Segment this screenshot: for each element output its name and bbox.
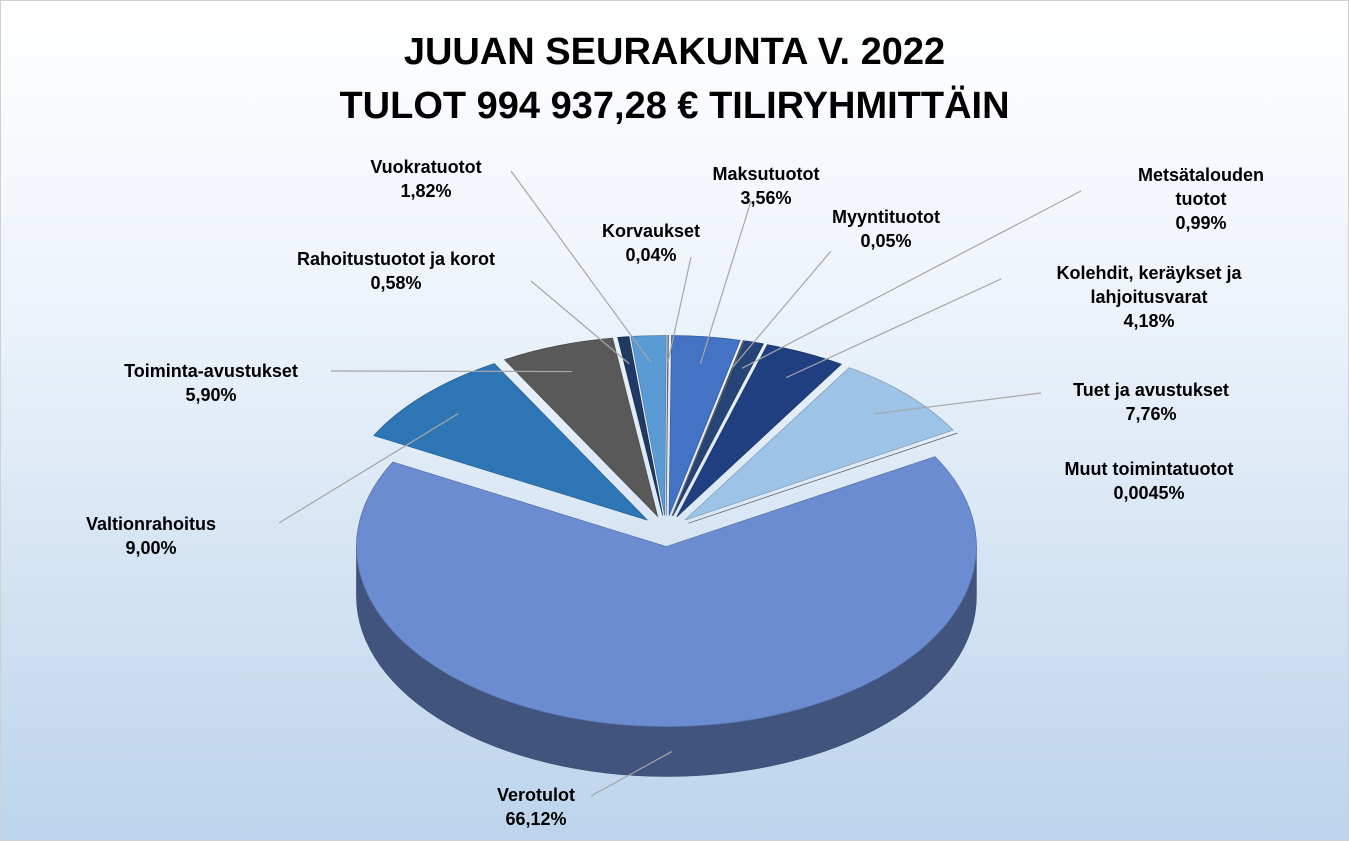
chart-subtitle: TULOT 994 937,28 € TILIRYHMITTÄIN bbox=[339, 85, 1010, 127]
pie-slice bbox=[630, 335, 667, 516]
leader-line bbox=[278, 412, 459, 524]
leader-line bbox=[741, 190, 1082, 369]
leader-line bbox=[667, 256, 692, 363]
value-label: 3,56% bbox=[740, 188, 792, 208]
value-label: 0,04% bbox=[625, 245, 677, 265]
data-label: Maksutuotot 3,56% bbox=[713, 162, 820, 210]
pie-slice bbox=[356, 456, 977, 727]
category-label: Myyntituotot bbox=[832, 207, 940, 227]
value-label: 4,18% bbox=[1123, 311, 1175, 331]
pie-slice bbox=[617, 336, 664, 516]
pie-slice bbox=[503, 337, 659, 518]
leader-line bbox=[732, 250, 832, 368]
category-label: Verotulot bbox=[496, 785, 576, 805]
category-label: Maksutuotot bbox=[712, 164, 820, 184]
leader-line bbox=[874, 392, 1042, 415]
leader-line bbox=[510, 170, 652, 363]
data-label: Metsätalouden tuotot 0,99% bbox=[1128, 163, 1275, 235]
data-label: Toiminta-avustukset 5,90% bbox=[124, 359, 298, 407]
value-label: 0,58% bbox=[370, 273, 422, 293]
value-label: 66,12% bbox=[505, 809, 567, 829]
data-label: Verotulot 66,12% bbox=[497, 783, 575, 831]
pie-slice bbox=[665, 335, 669, 516]
value-label: 1,82% bbox=[400, 181, 452, 201]
pie-slice bbox=[668, 335, 741, 516]
category-label: Korvaukset bbox=[601, 221, 701, 241]
data-label: Korvaukset 0,04% bbox=[602, 219, 700, 267]
leader-line bbox=[330, 370, 572, 373]
leader-line bbox=[699, 200, 752, 364]
data-label: Rahoitustuotot ja korot 0,58% bbox=[297, 247, 495, 295]
leader-line bbox=[590, 751, 673, 797]
pie-slice bbox=[671, 340, 745, 516]
value-label: 0,0045% bbox=[1113, 483, 1185, 503]
pie-slice bbox=[688, 432, 958, 524]
category-label: Tuet ja avustukset bbox=[1073, 380, 1229, 400]
pie-slice bbox=[684, 367, 954, 521]
value-label: 7,76% bbox=[1125, 404, 1177, 424]
value-label: 0,05% bbox=[860, 231, 912, 251]
pie-slice bbox=[676, 344, 842, 518]
category-label: Kolehdit, keräykset ja lahjoitusvarat bbox=[1056, 263, 1242, 307]
data-label: Valtionrahoitus 9,00% bbox=[86, 512, 216, 560]
leader-line bbox=[785, 278, 1002, 379]
value-label: 5,90% bbox=[185, 385, 237, 405]
data-label: Tuet ja avustukset 7,76% bbox=[1073, 378, 1229, 426]
chart-title: JUUAN SEURAKUNTA V. 2022 bbox=[403, 31, 946, 73]
category-label: Valtionrahoitus bbox=[85, 514, 217, 534]
data-label: Muut toimintatuotot 0,0045% bbox=[1065, 457, 1234, 505]
data-label: Vuokratuotot 1,82% bbox=[370, 155, 481, 203]
data-label: Myyntituotot 0,05% bbox=[832, 205, 940, 253]
leader-line bbox=[530, 280, 630, 365]
category-label: Toiminta-avustukset bbox=[124, 361, 298, 381]
data-label: Kolehdit, keräykset ja lahjoitusvarat 4,1… bbox=[1014, 261, 1284, 333]
pie-slice bbox=[373, 363, 648, 521]
category-label: Metsätalouden tuotot bbox=[1137, 165, 1265, 209]
category-label: Vuokratuotot bbox=[370, 157, 482, 177]
category-label: Rahoitustuotot ja korot bbox=[297, 249, 495, 269]
category-label: Muut toimintatuotot bbox=[1064, 459, 1234, 479]
value-label: 0,99% bbox=[1175, 213, 1227, 233]
value-label: 9,00% bbox=[125, 538, 177, 558]
